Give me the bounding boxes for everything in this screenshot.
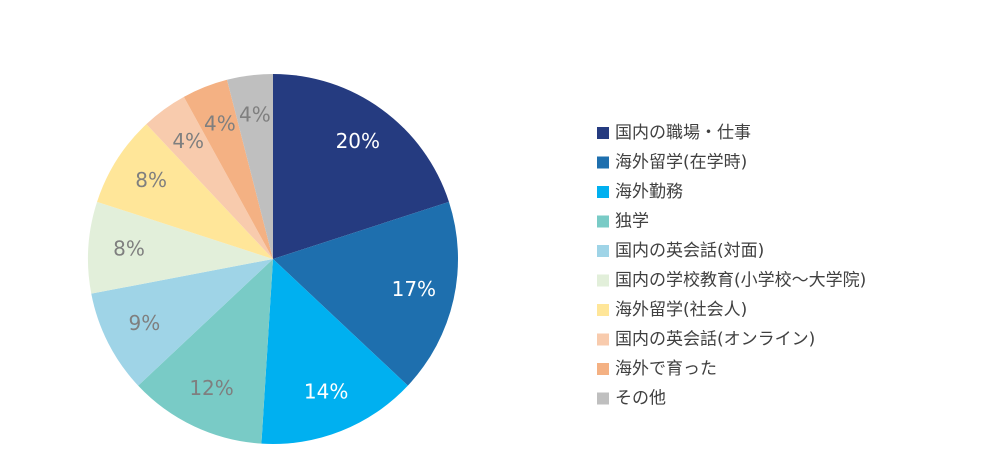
legend-text: 国内の英会話(オンライン) bbox=[615, 330, 815, 350]
pie-slice bbox=[87, 201, 273, 294]
legend-text: 海外留学(在学時) bbox=[615, 153, 747, 173]
legend-swatch bbox=[597, 215, 609, 228]
slice-label: 4% bbox=[204, 111, 236, 135]
legend-text: 海外勤務 bbox=[615, 182, 683, 202]
legend-swatch bbox=[597, 127, 609, 139]
slice-label: 4% bbox=[172, 129, 204, 153]
legend-swatch bbox=[597, 333, 609, 346]
legend-swatch bbox=[597, 274, 609, 287]
pie-slice bbox=[226, 74, 273, 259]
pie-slice bbox=[97, 124, 274, 259]
pie-slice bbox=[91, 259, 273, 386]
pie-slice bbox=[146, 96, 273, 259]
legend-text: 国内の学校教育(小学校〜大学院) bbox=[615, 271, 866, 291]
slice-label: 17% bbox=[392, 277, 436, 301]
pie-slice bbox=[273, 74, 449, 259]
legend-text: 国内の職場・仕事 bbox=[615, 123, 751, 143]
slice-label: 4% bbox=[239, 102, 271, 126]
legend-text: 海外で育った bbox=[615, 359, 717, 379]
legend-swatch bbox=[597, 186, 609, 198]
legend-text: 独学 bbox=[615, 212, 649, 232]
legend-swatch bbox=[597, 304, 609, 316]
pie-slice bbox=[138, 259, 273, 444]
legend-text: 海外留学(社会人) bbox=[615, 300, 747, 320]
legend-text: その他 bbox=[615, 389, 666, 409]
legend-swatch bbox=[597, 392, 609, 405]
pie-slice bbox=[273, 201, 458, 386]
slice-label: 8% bbox=[113, 236, 145, 260]
pie-slice bbox=[183, 79, 273, 259]
pie-slice bbox=[261, 259, 408, 444]
slice-label: 14% bbox=[304, 380, 348, 404]
legend-swatch bbox=[597, 363, 609, 375]
legend-swatch bbox=[597, 156, 609, 169]
legend-swatch bbox=[597, 245, 609, 257]
slice-label: 9% bbox=[129, 311, 161, 335]
slice-label: 8% bbox=[135, 168, 167, 192]
legend-text: 国内の英会話(対面) bbox=[615, 241, 764, 261]
slice-label: 20% bbox=[336, 129, 380, 153]
slice-label: 12% bbox=[189, 376, 233, 400]
